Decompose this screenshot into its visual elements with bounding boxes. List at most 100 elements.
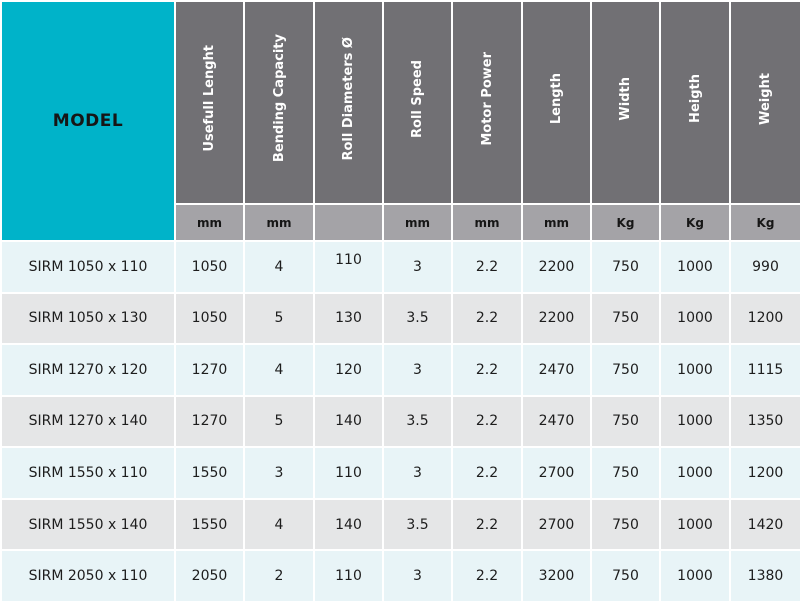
value-cell: 1000 xyxy=(659,394,731,449)
value-cell: 1050 xyxy=(174,240,245,294)
value-cell: 2700 xyxy=(521,446,592,500)
column-header-weight: Weight xyxy=(729,0,800,205)
unit-row: mm mm mm mm mm Kg Kg Kg xyxy=(1,203,800,242)
value-cell: 2.2 xyxy=(451,240,523,294)
value-cell: 120 xyxy=(313,343,384,397)
value-cell: 1000 xyxy=(659,497,731,552)
value-cell: 130 xyxy=(313,291,384,346)
value-cell: 3 xyxy=(243,446,315,500)
column-header-usefull-lenght: Usefull Lenght xyxy=(174,0,245,205)
model-name-cell: SIRM 1050 x 130 xyxy=(0,291,176,346)
value-cell: 3 xyxy=(382,549,453,603)
value-cell: 1380 xyxy=(729,549,800,603)
value-cell: 990 xyxy=(729,240,800,294)
model-name-cell: SIRM 1550 x 140 xyxy=(0,497,176,552)
column-label: Heigth xyxy=(687,74,703,123)
value-cell: 1550 xyxy=(174,497,245,552)
value-cell: 1050 xyxy=(174,291,245,346)
value-cell: 1000 xyxy=(659,446,731,500)
column-label: Usefull Lenght xyxy=(202,45,217,152)
value-cell: 1115 xyxy=(729,343,800,397)
value-cell: 5 xyxy=(243,291,315,346)
column-header-motor-power: Motor Power xyxy=(451,0,523,205)
value-cell: 1000 xyxy=(659,343,731,397)
unit-cell: mm xyxy=(451,203,523,242)
value-cell: 1270 xyxy=(174,343,245,397)
table-row: SIRM 1050 x 110 1050 4 110 3 2.2 2200 750 1000 99… xyxy=(0,240,800,294)
value-cell: 2.2 xyxy=(451,343,523,397)
value-cell: 1200 xyxy=(729,291,800,346)
column-label: Motor Power xyxy=(479,51,495,146)
value-cell: 5 xyxy=(243,394,315,449)
value-cell: 1000 xyxy=(659,291,731,346)
unit-cell: Kg xyxy=(659,203,731,242)
column-header-roll-speed: Roll Speed xyxy=(382,0,453,205)
value-cell: 1420 xyxy=(729,497,800,552)
value-cell: 2.2 xyxy=(451,549,523,603)
value-cell: 3.5 xyxy=(382,291,453,346)
value-text: 110 xyxy=(335,251,362,268)
unit-cell: mm xyxy=(243,203,315,242)
unit-cell xyxy=(313,203,384,242)
value-cell: 2050 xyxy=(174,549,245,603)
value-cell: 1270 xyxy=(174,394,245,449)
value-cell: 4 xyxy=(243,240,315,294)
value-cell: 750 xyxy=(590,394,661,449)
column-label: Bending Capacity xyxy=(271,34,287,163)
column-header-roll-diameters: Roll Diameters Ø xyxy=(313,0,384,205)
column-header-bending-capacity: Bending Capacity xyxy=(243,0,315,205)
table-row: SIRM 2050 x 110 2050 2 110 3 2.2 3200 750 1000 13… xyxy=(0,549,800,603)
value-cell: 750 xyxy=(590,549,661,603)
column-label: Length xyxy=(549,72,564,125)
value-cell: 750 xyxy=(590,240,661,294)
unit-cell: Kg xyxy=(590,203,661,242)
column-label: Width xyxy=(618,76,633,121)
model-header: MODEL xyxy=(0,0,176,242)
value-cell: 4 xyxy=(243,343,315,397)
model-name-cell: SIRM 1270 x 120 xyxy=(0,343,176,397)
value-cell: 1200 xyxy=(729,446,800,500)
value-cell: 2.2 xyxy=(451,291,523,346)
value-cell: 2.2 xyxy=(451,446,523,500)
value-cell: 3200 xyxy=(521,549,592,603)
value-cell: 2470 xyxy=(521,394,592,449)
model-name-cell: SIRM 1270 x 140 xyxy=(0,394,176,449)
value-cell: 110 xyxy=(313,549,384,603)
value-cell: 750 xyxy=(590,497,661,552)
value-cell: 110 xyxy=(313,240,384,294)
table-body: SIRM 1050 x 110 1050 4 110 3 2.2 2200 750 1000 99… xyxy=(0,240,800,603)
unit-cell: mm xyxy=(174,203,245,242)
value-cell: 3 xyxy=(382,240,453,294)
column-header-width: Width xyxy=(590,0,661,205)
value-cell: 1000 xyxy=(659,549,731,603)
column-label: Weight xyxy=(758,72,773,125)
table-row: SIRM 1270 x 140 1270 5 140 3.5 2.2 2470 750 1000… xyxy=(0,394,800,449)
column-label: Roll Diameters Ø xyxy=(341,36,356,161)
value-cell: 2470 xyxy=(521,343,592,397)
value-cell: 1550 xyxy=(174,446,245,500)
value-cell: 2.2 xyxy=(451,394,523,449)
value-cell: 2200 xyxy=(521,240,592,294)
column-header-length: Length xyxy=(521,0,592,205)
table-row: SIRM 1050 x 130 1050 5 130 3.5 2.2 2200 750 1000… xyxy=(0,291,800,346)
value-cell: 2 xyxy=(243,549,315,603)
model-name-cell: SIRM 1050 x 110 xyxy=(0,240,176,294)
table-row: SIRM 1270 x 120 1270 4 120 3 2.2 2470 750 1000 11… xyxy=(0,343,800,397)
column-label: Roll Speed xyxy=(410,59,425,138)
model-name-cell: SIRM 1550 x 110 xyxy=(0,446,176,500)
unit-cell: Kg xyxy=(729,203,800,242)
value-cell: 3 xyxy=(382,446,453,500)
value-cell: 4 xyxy=(243,497,315,552)
value-cell: 140 xyxy=(313,394,384,449)
value-cell: 750 xyxy=(590,291,661,346)
header-row: MODEL Usefull Lenght Bending Capacity Ro… xyxy=(0,0,800,242)
unit-cell: mm xyxy=(382,203,453,242)
unit-cell: mm xyxy=(521,203,592,242)
value-cell: 1000 xyxy=(659,240,731,294)
column-header-heigth: Heigth xyxy=(659,0,731,205)
value-cell: 750 xyxy=(590,343,661,397)
value-cell: 2.2 xyxy=(451,497,523,552)
value-cell: 2700 xyxy=(521,497,592,552)
value-cell: 3 xyxy=(382,343,453,397)
model-name-cell: SIRM 2050 x 110 xyxy=(0,549,176,603)
